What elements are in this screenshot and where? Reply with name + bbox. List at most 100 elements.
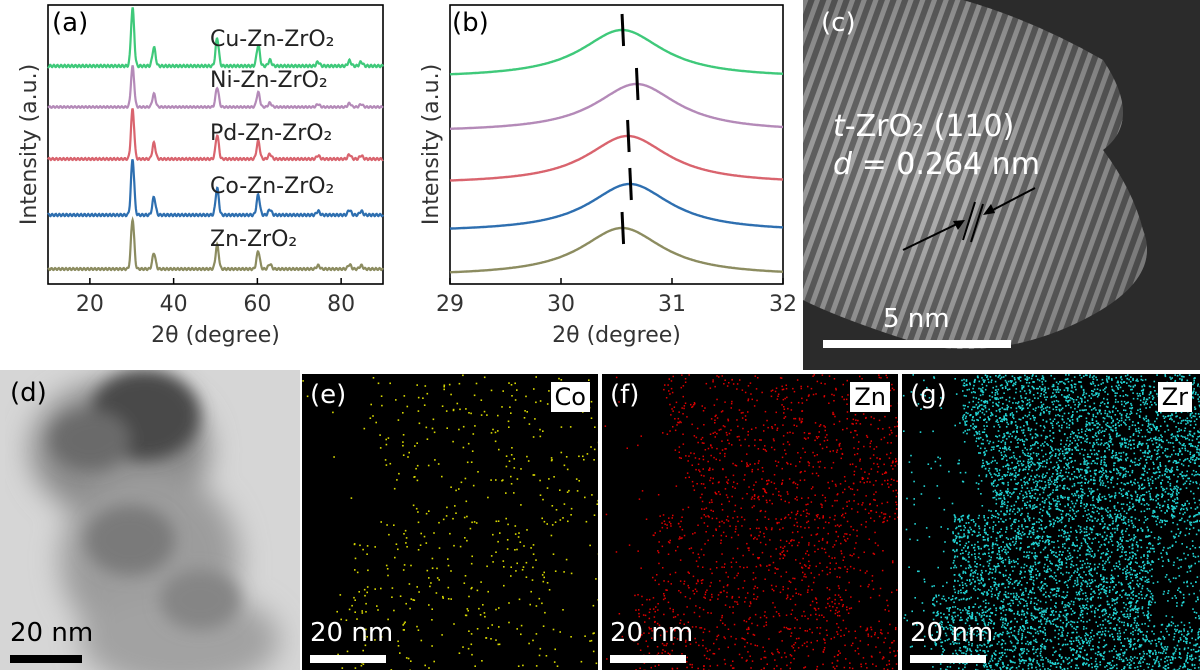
eds-signal-dot bbox=[1063, 487, 1065, 489]
eds-signal-dot bbox=[1064, 547, 1066, 549]
eds-signal-dot bbox=[1082, 560, 1084, 562]
eds-signal-dot bbox=[1059, 503, 1061, 506]
eds-signal-dot bbox=[425, 426, 428, 429]
eds-signal-dot bbox=[497, 520, 500, 522]
eds-signal-dot bbox=[1175, 485, 1178, 487]
eds-signal-dot bbox=[1070, 461, 1072, 463]
eds-signal-dot bbox=[1002, 666, 1004, 668]
eds-signal-dot bbox=[1014, 466, 1016, 469]
eds-signal-dot bbox=[810, 614, 812, 616]
eds-signal-dot bbox=[976, 646, 979, 649]
eds-signal-dot bbox=[997, 445, 1000, 447]
eds-signal-dot bbox=[1049, 455, 1052, 458]
eds-signal-dot bbox=[539, 400, 542, 402]
eds-signal-dot bbox=[780, 498, 782, 501]
eds-signal-dot bbox=[681, 516, 683, 518]
eds-signal-dot bbox=[1016, 425, 1019, 428]
eds-signal-dot bbox=[1063, 412, 1066, 415]
eds-signal-dot bbox=[1013, 595, 1015, 597]
eds-signal-dot bbox=[1019, 589, 1022, 591]
eds-signal-dot bbox=[1064, 581, 1067, 583]
eds-signal-dot bbox=[692, 533, 694, 535]
eds-signal-dot bbox=[956, 628, 958, 631]
eds-signal-dot bbox=[403, 629, 405, 631]
eds-signal-dot bbox=[1110, 481, 1112, 484]
eds-signal-dot bbox=[1119, 412, 1121, 415]
eds-signal-dot bbox=[977, 597, 979, 600]
eds-signal-dot bbox=[984, 374, 987, 376]
eds-signal-dot bbox=[1117, 516, 1119, 519]
eds-signal-dot bbox=[1003, 417, 1006, 419]
eds-signal-dot bbox=[763, 488, 765, 490]
eds-signal-dot bbox=[350, 497, 353, 499]
eds-signal-dot bbox=[734, 600, 736, 603]
eds-signal-dot bbox=[1004, 414, 1007, 417]
eds-signal-dot bbox=[1125, 616, 1127, 618]
eds-signal-dot bbox=[1003, 497, 1005, 499]
eds-signal-dot bbox=[851, 555, 853, 557]
eds-signal-dot bbox=[1026, 454, 1029, 457]
eds-signal-dot bbox=[1009, 602, 1011, 605]
eds-signal-dot bbox=[755, 427, 757, 429]
eds-signal-dot bbox=[678, 590, 680, 592]
eds-signal-dot bbox=[819, 460, 822, 463]
eds-signal-dot bbox=[683, 583, 685, 585]
eds-signal-dot bbox=[883, 513, 885, 515]
eds-signal-dot bbox=[1037, 648, 1039, 650]
eds-signal-dot bbox=[1002, 575, 1005, 577]
eds-signal-dot bbox=[1055, 602, 1057, 604]
eds-signal-dot bbox=[732, 383, 735, 385]
eds-signal-dot bbox=[1017, 442, 1019, 444]
eds-signal-dot bbox=[967, 547, 969, 549]
eds-signal-dot bbox=[1167, 468, 1169, 471]
eds-signal-dot bbox=[633, 640, 635, 642]
eds-signal-dot bbox=[1074, 459, 1076, 462]
series-label: Ni-Zn-ZrO₂ bbox=[210, 68, 328, 93]
eds-signal-dot bbox=[828, 597, 831, 599]
eds-signal-dot bbox=[1186, 519, 1189, 522]
eds-signal-dot bbox=[1072, 610, 1074, 612]
eds-signal-dot bbox=[1125, 554, 1127, 556]
eds-signal-dot bbox=[875, 646, 877, 648]
eds-signal-dot bbox=[1196, 520, 1198, 523]
eds-signal-dot bbox=[964, 572, 967, 574]
eds-signal-dot bbox=[604, 425, 607, 427]
eds-signal-dot bbox=[1087, 640, 1090, 642]
eds-signal-dot bbox=[1103, 495, 1106, 498]
eds-signal-dot bbox=[877, 427, 879, 430]
eds-signal-dot bbox=[1103, 403, 1106, 405]
eds-signal-dot bbox=[807, 497, 810, 499]
eds-signal-dot bbox=[1028, 477, 1031, 480]
eds-signal-dot bbox=[731, 495, 733, 498]
eds-signal-dot bbox=[1082, 606, 1085, 609]
eds-signal-dot bbox=[852, 418, 855, 421]
eds-signal-dot bbox=[445, 410, 448, 412]
eds-signal-dot bbox=[1017, 401, 1020, 403]
eds-signal-dot bbox=[796, 525, 799, 528]
eds-signal-dot bbox=[1131, 573, 1133, 576]
eds-signal-dot bbox=[1123, 409, 1125, 411]
eds-signal-dot bbox=[807, 520, 810, 523]
eds-signal-dot bbox=[1043, 617, 1046, 620]
eds-signal-dot bbox=[1085, 639, 1087, 641]
eds-signal-dot bbox=[882, 521, 884, 524]
eds-signal-dot bbox=[831, 557, 833, 559]
eds-signal-dot bbox=[1038, 521, 1040, 524]
eds-signal-dot bbox=[527, 460, 530, 462]
eds-signal-dot bbox=[731, 597, 733, 599]
eds-signal-dot bbox=[1086, 460, 1088, 462]
eds-signal-dot bbox=[833, 655, 836, 658]
eds-signal-dot bbox=[893, 640, 895, 642]
eds-signal-dot bbox=[966, 579, 968, 581]
eds-signal-dot bbox=[789, 654, 792, 656]
eds-signal-dot bbox=[1006, 630, 1009, 633]
eds-signal-dot bbox=[1024, 482, 1027, 484]
eds-signal-dot bbox=[1100, 459, 1103, 462]
eds-signal-dot bbox=[1135, 428, 1137, 430]
eds-signal-dot bbox=[1059, 472, 1062, 474]
eds-signal-dot bbox=[535, 559, 537, 561]
eds-signal-dot bbox=[873, 553, 876, 555]
eds-signal-dot bbox=[1103, 456, 1105, 458]
eds-signal-dot bbox=[962, 558, 964, 560]
eds-signal-dot bbox=[374, 546, 376, 548]
